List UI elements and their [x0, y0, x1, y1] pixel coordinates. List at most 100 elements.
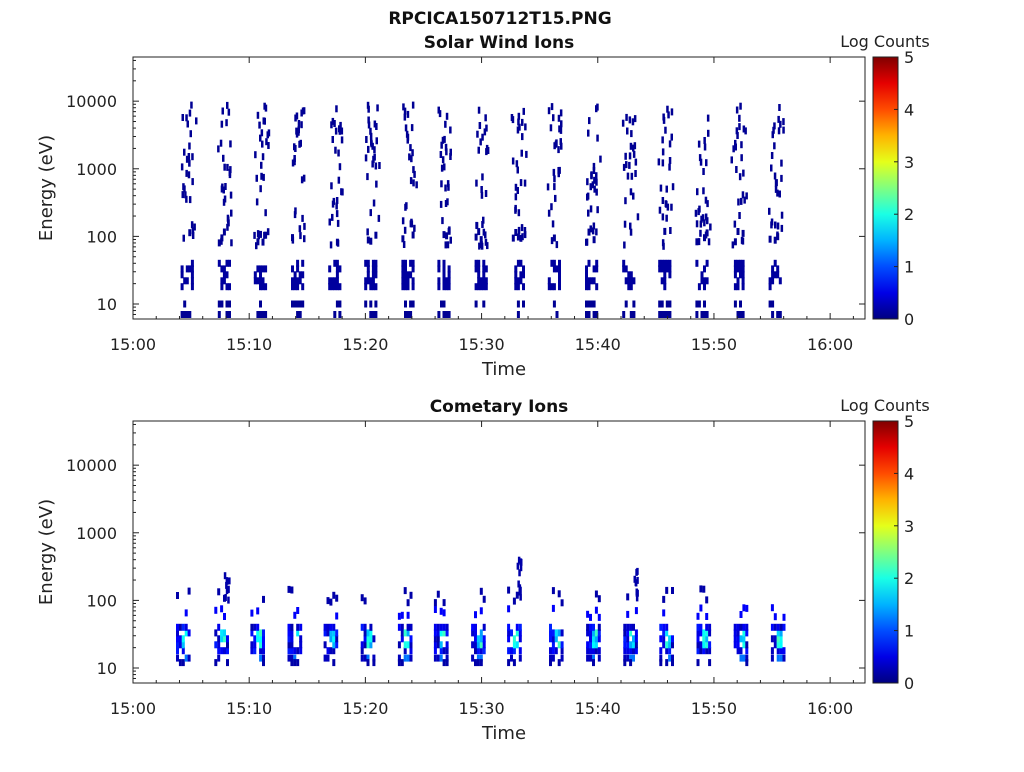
data-cell [741, 191, 745, 199]
data-cell [705, 629, 709, 637]
data-cell [409, 144, 412, 152]
data-cell [773, 635, 777, 643]
data-cell [226, 635, 229, 643]
data-cell [745, 641, 749, 649]
data-cell [597, 623, 601, 631]
data-cell [214, 629, 218, 637]
data-cell [333, 277, 337, 285]
data-cell [624, 300, 628, 308]
data-cell [190, 271, 194, 279]
data-cell [187, 587, 191, 595]
data-cell [547, 107, 551, 115]
data-cell [410, 124, 414, 132]
data-cell [695, 300, 699, 308]
data-cell [484, 265, 488, 273]
data-cell [373, 153, 376, 161]
data-cell [183, 300, 187, 308]
data-cell [406, 611, 410, 619]
data-cell [708, 641, 712, 649]
data-cell [230, 239, 233, 247]
data-cell [695, 311, 699, 318]
data-cell [447, 283, 451, 291]
data-cell [777, 127, 781, 135]
data-cell [447, 277, 451, 285]
data-cell [659, 659, 663, 667]
data-cell [594, 641, 598, 649]
data-cell [511, 234, 515, 242]
data-cell [738, 123, 741, 131]
data-cell [372, 659, 376, 667]
data-cell [586, 623, 590, 631]
data-cell [668, 311, 672, 318]
data-cell [517, 209, 521, 217]
data-cell [696, 647, 700, 655]
data-cell [371, 283, 375, 291]
data-cell [481, 173, 484, 181]
data-cell [774, 221, 777, 229]
data-cell [518, 629, 522, 637]
data-cell [514, 204, 517, 212]
data-cell [623, 629, 627, 637]
data-cell [624, 265, 628, 273]
data-cell [697, 283, 701, 291]
data-cell [479, 641, 483, 649]
data-cell [705, 641, 709, 649]
data-cell [400, 623, 404, 631]
data-cell [476, 641, 480, 649]
data-cell [481, 221, 484, 228]
data-cell [442, 283, 446, 291]
data-cell [479, 635, 483, 643]
data-cell [670, 133, 673, 141]
data-cell [442, 599, 446, 607]
data-cell [176, 629, 179, 637]
data-cell [736, 623, 740, 631]
data-cell [400, 659, 404, 667]
data-cell [329, 635, 333, 643]
data-cell [331, 117, 335, 125]
y-tick-label: 10000 [66, 92, 117, 111]
data-cell [595, 188, 598, 196]
data-cell [293, 271, 297, 279]
data-cell [477, 277, 481, 285]
data-cell [699, 585, 703, 593]
data-cell [587, 209, 590, 217]
data-cell [632, 647, 635, 655]
data-cell [267, 142, 270, 149]
data-cell [733, 238, 737, 246]
data-cell [780, 174, 783, 182]
data-cell [366, 265, 370, 273]
data-cell [593, 185, 596, 193]
data-cell [635, 568, 638, 576]
data-cell [217, 635, 221, 643]
data-cell [262, 629, 265, 637]
data-cell [597, 647, 601, 655]
data-cell [554, 140, 558, 148]
data-cell [298, 311, 302, 318]
data-cell [518, 623, 522, 631]
data-cell [776, 271, 780, 279]
data-cell [263, 231, 266, 239]
data-cell [259, 283, 262, 291]
data-cell [512, 647, 516, 655]
data-cell [331, 136, 334, 143]
data-cell [187, 629, 191, 637]
x-tick-label: 15:20 [342, 699, 388, 718]
data-cell [482, 271, 486, 279]
data-cell [705, 623, 709, 631]
data-cell [447, 271, 451, 279]
data-cell [768, 277, 772, 285]
data-cell [553, 183, 556, 191]
data-cell [331, 213, 334, 221]
data-cell [629, 222, 632, 230]
data-cell [293, 283, 297, 291]
data-cell [335, 629, 339, 637]
data-cell [741, 229, 745, 237]
data-cell [400, 629, 404, 637]
data-cell [589, 613, 592, 621]
spectrogram-cells [180, 101, 785, 318]
data-cell [437, 311, 441, 318]
data-cell [332, 629, 336, 637]
data-cell [448, 226, 451, 234]
data-cell [557, 114, 561, 122]
data-cell [403, 113, 407, 121]
